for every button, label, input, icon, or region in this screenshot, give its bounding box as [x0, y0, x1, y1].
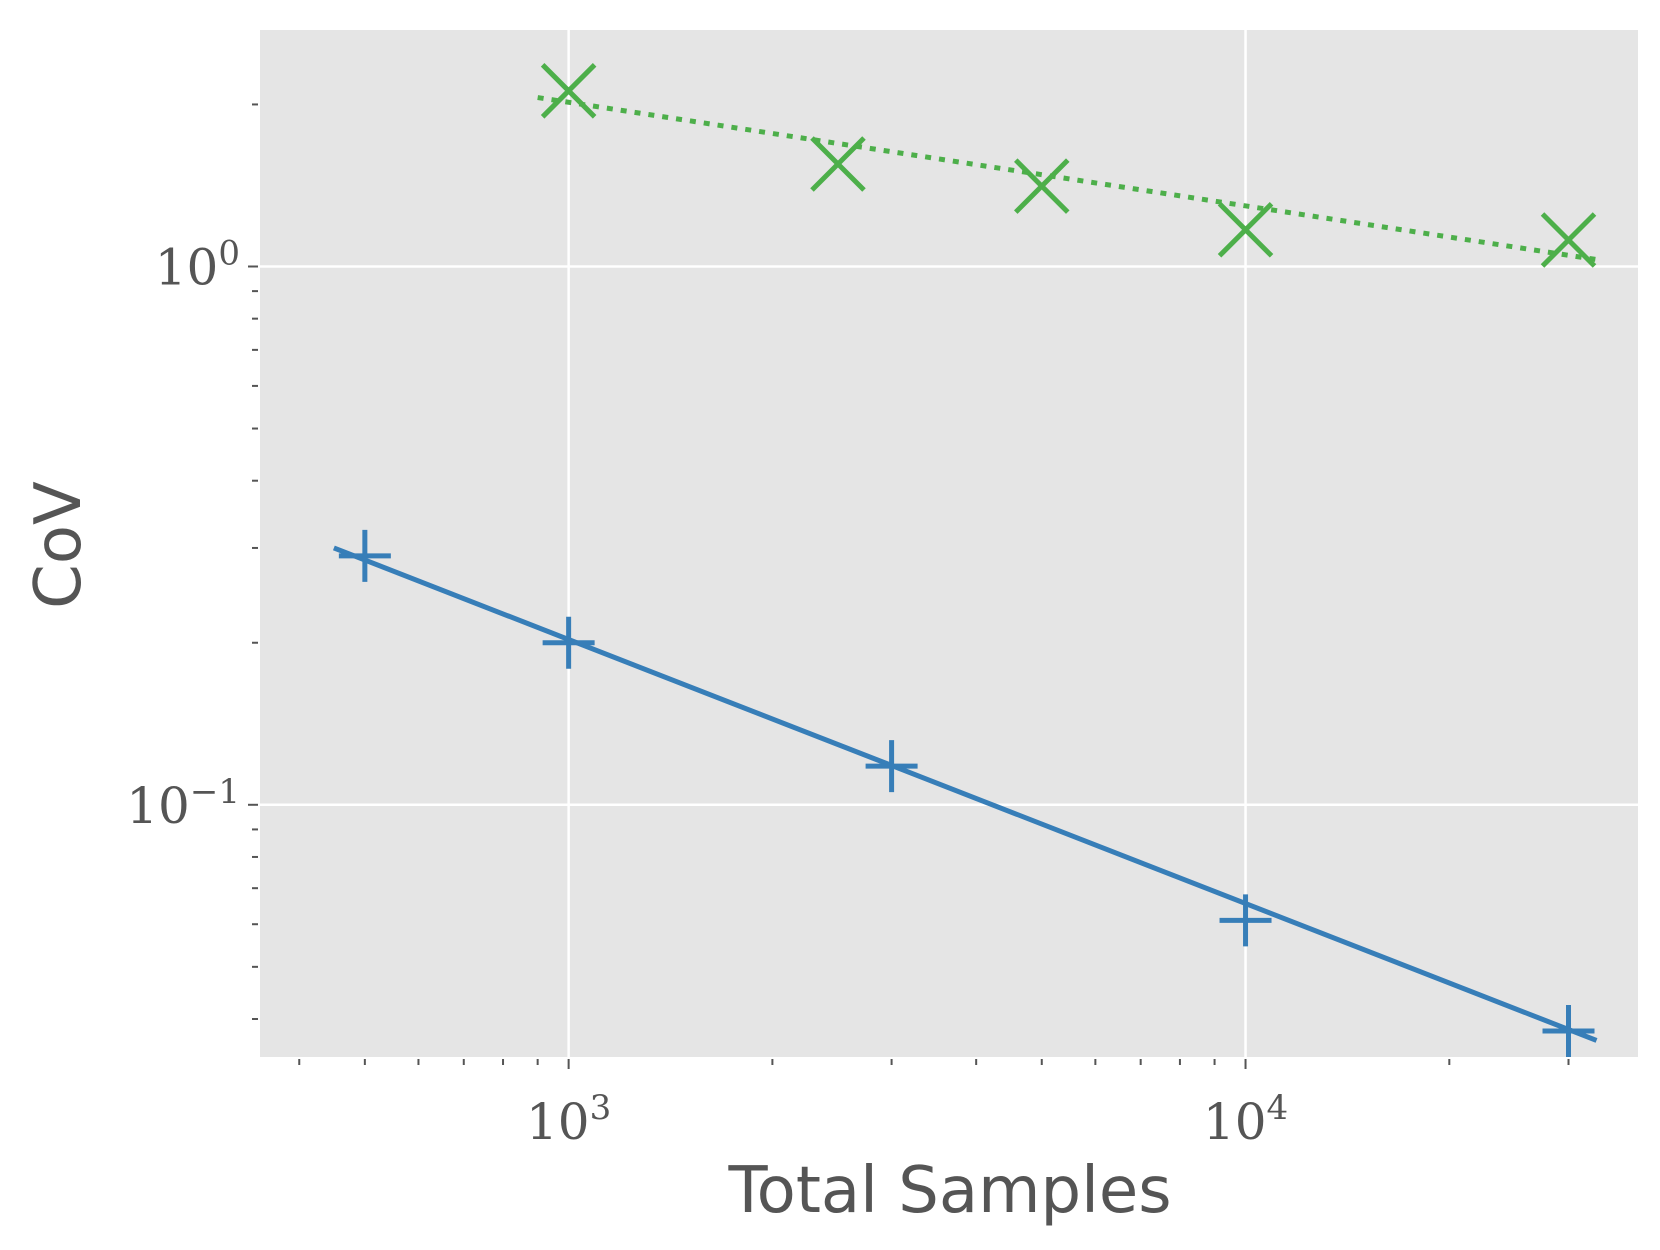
grid-lines: [260, 30, 1638, 1057]
series-1: [537, 63, 1597, 268]
series-1-line: [537, 95, 1597, 263]
x-axis-title: Total Samples: [727, 1154, 1171, 1228]
x-marker-stroke: [1013, 158, 1070, 214]
x-marker: [1217, 202, 1274, 258]
plus-marker: [1219, 894, 1272, 947]
tick-labels: 103 104 100 10−1: [126, 233, 1288, 1151]
x-marker-stroke: [1540, 212, 1597, 268]
y-tick-label: 10−1: [126, 772, 240, 835]
plus-marker: [338, 529, 391, 582]
plus-marker: [542, 616, 595, 669]
x-marker: [810, 136, 866, 192]
series-2-line: [332, 545, 1598, 1043]
x-marker: [1540, 212, 1597, 268]
x-marker-stroke: [810, 136, 866, 192]
plot-background: [260, 30, 1638, 1057]
x-marker-stroke: [1217, 202, 1274, 258]
series-layer: [332, 63, 1598, 1057]
series-2: [332, 529, 1598, 1057]
x-marker: [540, 63, 597, 119]
plus-marker: [865, 740, 918, 793]
x-tick-label: 104: [1203, 1088, 1288, 1151]
x-tick-label: 103: [526, 1088, 611, 1151]
x-marker-stroke: [540, 63, 597, 119]
y-axis-title: CoV: [22, 481, 96, 609]
minor-ticks: [248, 103, 1570, 1069]
x-marker: [1013, 158, 1070, 214]
plus-marker: [1542, 1004, 1595, 1057]
y-tick-label: 100: [155, 233, 240, 296]
